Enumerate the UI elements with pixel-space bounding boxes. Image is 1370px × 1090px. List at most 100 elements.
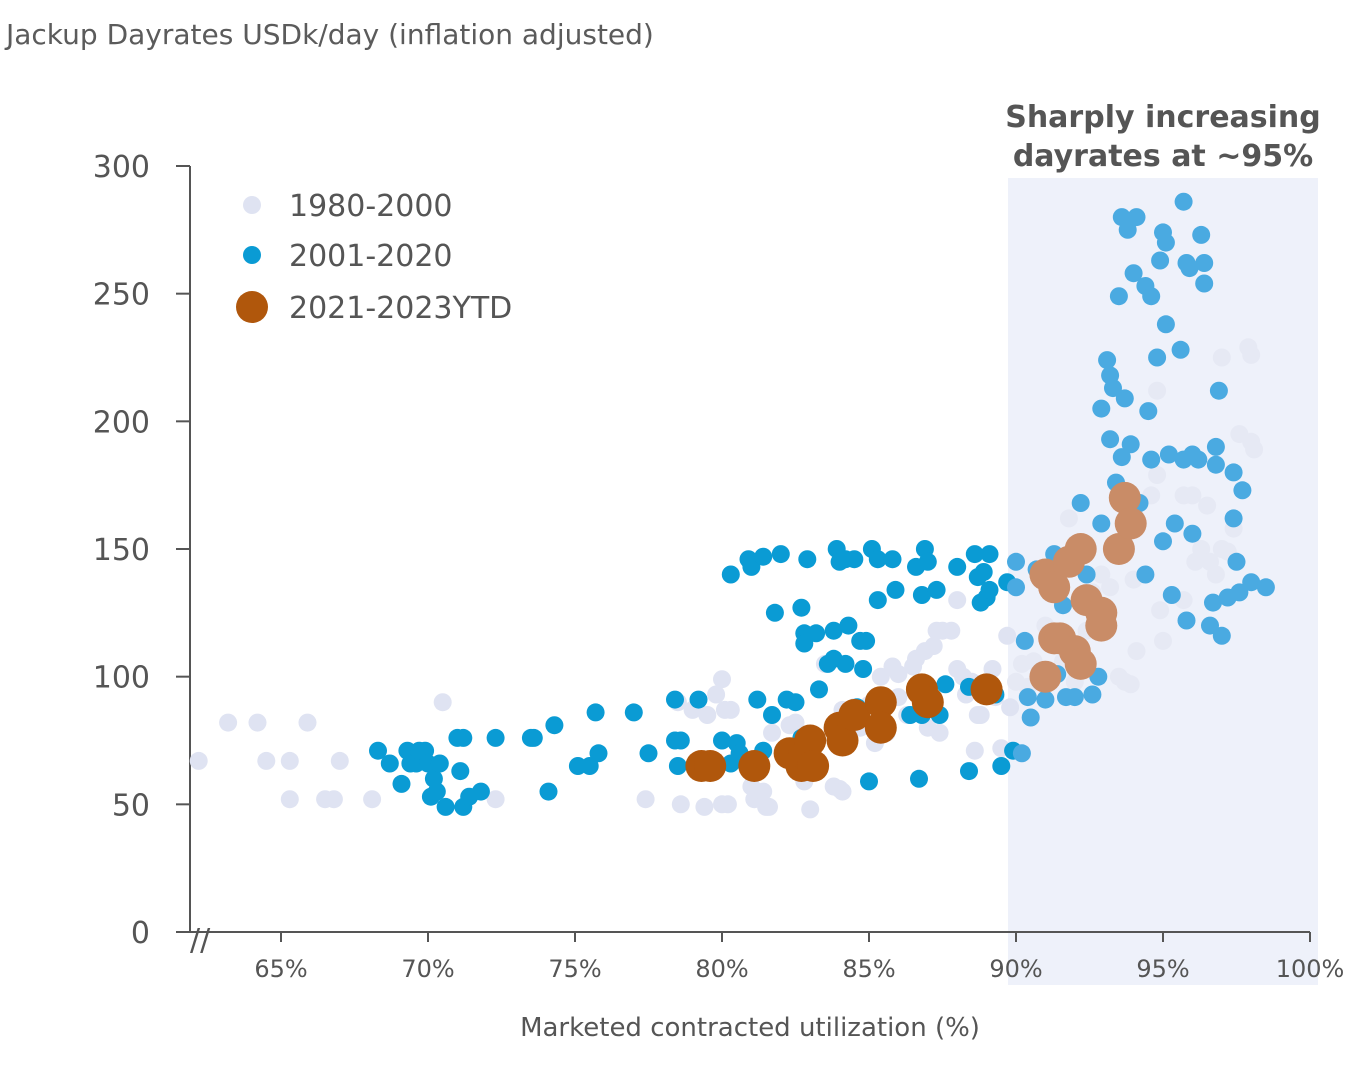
data-point	[639, 744, 658, 763]
data-point	[1256, 578, 1275, 597]
data-point	[960, 762, 978, 781]
data-point	[860, 772, 878, 791]
series-2021-2023ytd	[685, 481, 1147, 782]
data-point	[1121, 675, 1140, 694]
data-point	[936, 675, 955, 694]
data-point	[786, 713, 805, 732]
data-point	[721, 700, 740, 719]
data-point	[1065, 688, 1084, 707]
x-tick-label: 95%	[1136, 955, 1189, 983]
data-point	[911, 686, 944, 719]
data-point	[539, 782, 558, 801]
data-point	[1206, 437, 1225, 456]
data-point	[668, 757, 687, 775]
data-point	[1242, 573, 1261, 592]
legend-label: 2001-2020	[289, 239, 453, 274]
data-point	[1180, 259, 1199, 278]
data-point	[1101, 578, 1120, 597]
data-point	[436, 797, 455, 816]
data-point	[369, 741, 387, 760]
data-point	[1109, 287, 1128, 306]
data-point	[1112, 448, 1131, 467]
data-point	[1209, 381, 1228, 400]
data-point	[486, 728, 505, 747]
data-point	[1092, 399, 1111, 418]
data-point	[1192, 540, 1211, 558]
data-point	[974, 563, 993, 581]
data-point	[971, 706, 990, 724]
data-point	[980, 580, 999, 599]
data-point	[1224, 463, 1243, 482]
x-tick-label: 75%	[548, 955, 601, 983]
data-point	[826, 724, 859, 757]
data-point	[1021, 708, 1040, 727]
data-point	[298, 713, 317, 732]
data-point	[1162, 586, 1181, 604]
y-tick-label: 50	[112, 788, 150, 823]
data-point	[1059, 509, 1078, 528]
data-point	[713, 670, 731, 689]
data-point	[1142, 287, 1161, 306]
data-point	[942, 621, 961, 640]
data-point	[430, 754, 449, 773]
legend-marker	[236, 291, 268, 323]
data-point	[586, 703, 605, 722]
data-point	[970, 673, 1003, 706]
data-point	[1124, 264, 1143, 283]
data-point	[1177, 611, 1196, 630]
data-point	[1151, 601, 1170, 620]
x-tick-label: 70%	[401, 955, 454, 983]
data-point	[1115, 389, 1134, 408]
data-point	[698, 706, 717, 724]
data-point	[738, 750, 771, 782]
data-point	[471, 782, 490, 801]
data-point	[454, 728, 473, 747]
data-point	[1156, 315, 1175, 334]
data-point	[1118, 220, 1137, 239]
data-point	[792, 598, 811, 617]
data-point	[1064, 647, 1097, 680]
data-point	[280, 790, 299, 809]
data-point	[1127, 642, 1146, 661]
x-tick-label: 80%	[695, 955, 748, 983]
data-point	[1195, 254, 1214, 272]
data-point	[589, 744, 608, 763]
y-ticks: 0 50 100 150 200 250 300	[93, 150, 190, 951]
data-point	[801, 800, 820, 819]
data-point	[689, 690, 708, 709]
legend-label: 1980-2000	[289, 189, 453, 224]
data-point	[636, 790, 655, 809]
data-point	[810, 680, 828, 699]
y-tick-label: 300	[93, 150, 150, 185]
data-point	[1227, 552, 1246, 571]
data-point	[624, 703, 643, 722]
data-point	[1192, 225, 1211, 244]
data-point	[1127, 208, 1146, 227]
data-point	[786, 693, 805, 712]
data-point	[1230, 583, 1249, 602]
data-point	[1195, 274, 1214, 293]
data-point	[545, 716, 564, 735]
data-point	[1108, 481, 1141, 514]
data-point	[1071, 494, 1090, 512]
data-point	[1245, 440, 1264, 459]
data-point	[980, 545, 999, 564]
data-point	[1206, 565, 1225, 584]
data-point	[1206, 455, 1225, 474]
data-point	[912, 586, 931, 604]
data-point	[1101, 430, 1120, 449]
data-point	[833, 782, 852, 801]
data-point	[248, 713, 267, 732]
legend-label: 2021-2023YTD	[289, 291, 512, 326]
data-point	[1224, 509, 1243, 528]
data-point	[219, 713, 238, 732]
data-point	[695, 797, 714, 816]
data-point	[864, 711, 897, 744]
x-tick-label: 65%	[254, 955, 307, 983]
data-point	[1038, 571, 1071, 604]
data-point	[807, 624, 826, 643]
data-point	[433, 693, 452, 712]
x-tick-label: 100%	[1276, 955, 1345, 983]
data-point	[1165, 514, 1184, 533]
data-point	[948, 557, 967, 576]
